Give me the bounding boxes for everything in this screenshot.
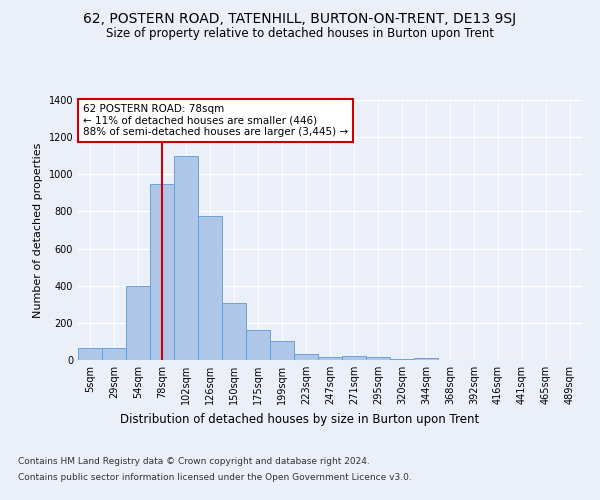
Bar [366,357,390,360]
Bar [342,356,366,360]
Bar [270,342,294,360]
Text: 62 POSTERN ROAD: 78sqm
← 11% of detached houses are smaller (446)
88% of semi-de: 62 POSTERN ROAD: 78sqm ← 11% of detached… [83,104,348,137]
Bar [318,357,342,360]
Bar [198,216,222,360]
Bar [126,286,150,360]
Bar [102,348,126,360]
Bar [294,354,318,360]
Bar [150,184,174,360]
Bar [246,330,270,360]
Text: Size of property relative to detached houses in Burton upon Trent: Size of property relative to detached ho… [106,28,494,40]
Text: Contains public sector information licensed under the Open Government Licence v3: Contains public sector information licen… [18,472,412,482]
Text: Contains HM Land Registry data © Crown copyright and database right 2024.: Contains HM Land Registry data © Crown c… [18,458,370,466]
Text: 62, POSTERN ROAD, TATENHILL, BURTON-ON-TRENT, DE13 9SJ: 62, POSTERN ROAD, TATENHILL, BURTON-ON-T… [83,12,517,26]
Bar [174,156,198,360]
Bar [390,358,414,360]
Text: Distribution of detached houses by size in Burton upon Trent: Distribution of detached houses by size … [121,412,479,426]
Bar [222,304,246,360]
Bar [78,348,102,360]
Y-axis label: Number of detached properties: Number of detached properties [33,142,43,318]
Bar [414,358,438,360]
